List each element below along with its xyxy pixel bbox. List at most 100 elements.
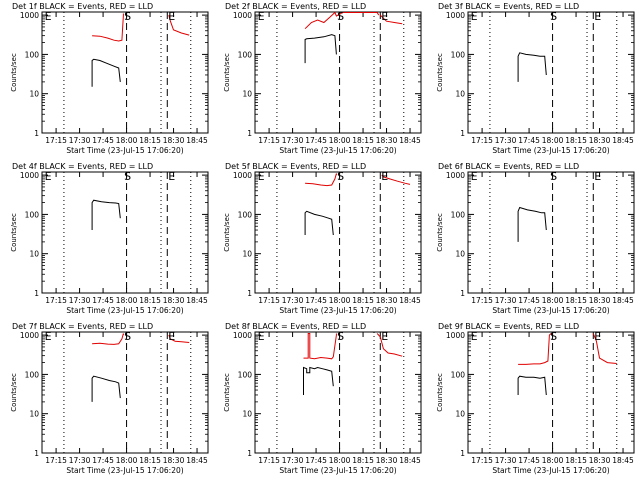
y-axis-title: Counts/sec	[10, 213, 18, 252]
x-tick-label: 17:30	[69, 456, 91, 465]
chart-title: Det 9f BLACK = Events, RED = LLD	[438, 322, 579, 331]
chart-title: Det 5f BLACK = Events, RED = LLD	[225, 162, 366, 171]
phase-marker-s: S	[337, 330, 344, 343]
x-tick-label: 17:45	[305, 136, 327, 145]
x-tick-label: 18:15	[352, 296, 374, 305]
x-axis-title: Start Time (23-Jul-15 17:06:20)	[66, 306, 183, 315]
x-tick-label: 17:15	[45, 456, 67, 465]
x-tick-label: 18:45	[612, 456, 634, 465]
x-tick-label: 18:45	[186, 136, 208, 145]
phase-marker-e: E	[168, 170, 175, 183]
x-tick-label: 18:00	[542, 296, 564, 305]
detector-panel-1: Det 1f BLACK = Events, RED = LLD 1 10 100 10…	[0, 0, 213, 160]
y-tick-label: 1000	[20, 171, 39, 180]
x-tick-label: 18:30	[163, 456, 185, 465]
x-tick-label: 17:15	[45, 296, 67, 305]
phase-marker-e: E	[381, 330, 388, 343]
lld-series-line	[379, 14, 403, 25]
phase-marker-s: S	[550, 10, 557, 23]
phase-marker-e: E	[258, 10, 265, 23]
plot-frame	[41, 171, 209, 294]
lld-series-line	[381, 174, 411, 185]
x-tick-label: 17:30	[69, 136, 91, 145]
detector-panel-9: Det 9f BLACK = Events, RED = LLD 1 10 100 10…	[426, 320, 639, 480]
y-tick-label: 10	[242, 90, 252, 99]
phase-marker-s: S	[337, 10, 344, 23]
y-tick-label: 10	[29, 250, 39, 259]
y-tick-label: 1000	[20, 331, 39, 340]
lld-series-line	[376, 333, 403, 357]
x-tick-label: 17:15	[258, 456, 280, 465]
x-tick-label: 17:30	[495, 136, 517, 145]
y-tick-label: 100	[25, 50, 40, 59]
x-tick-label: 18:30	[589, 136, 611, 145]
x-axis-title: Start Time (23-Jul-15 17:06:20)	[279, 306, 396, 315]
y-tick-label: 1000	[446, 11, 465, 20]
phase-marker-e: E	[45, 170, 52, 183]
phase-marker-e: E	[471, 170, 478, 183]
x-tick-label: 18:30	[376, 136, 398, 145]
phase-marker-e: E	[258, 170, 265, 183]
x-tick-label: 17:45	[92, 456, 114, 465]
x-tick-label: 18:45	[399, 296, 421, 305]
phase-marker-s: S	[124, 10, 131, 23]
lld-series-line	[92, 13, 124, 42]
x-tick-label: 18:15	[139, 456, 161, 465]
detector-panel-2: Det 2f BLACK = Events, RED = LLD 1 10 100 10…	[213, 0, 426, 160]
y-tick-label: 100	[238, 50, 253, 59]
plot-frame	[254, 331, 422, 454]
chart-title: Det 2f BLACK = Events, RED = LLD	[225, 2, 366, 11]
plot-frame	[467, 331, 635, 454]
x-tick-label: 17:45	[92, 296, 114, 305]
y-tick-label: 1000	[446, 171, 465, 180]
x-tick-label: 17:45	[518, 456, 540, 465]
phase-marker-e: E	[381, 10, 388, 23]
x-tick-label: 18:45	[399, 456, 421, 465]
x-tick-label: 17:45	[305, 456, 327, 465]
events-series-line	[517, 206, 547, 242]
panel-chart: Det 3f BLACK = Events, RED = LLD 1 10 100 10…	[436, 2, 635, 155]
y-tick-label: 10	[455, 410, 465, 419]
x-tick-label: 17:30	[495, 296, 517, 305]
x-tick-label: 17:15	[471, 456, 493, 465]
y-axis-title: Counts/sec	[223, 373, 231, 412]
x-tick-label: 18:30	[589, 456, 611, 465]
events-series-line	[304, 34, 337, 64]
y-tick-label: 1	[247, 289, 252, 298]
y-tick-label: 100	[238, 370, 253, 379]
y-tick-label: 10	[455, 250, 465, 259]
events-series-line	[304, 210, 334, 236]
y-tick-label: 10	[242, 410, 252, 419]
x-tick-label: 17:15	[258, 136, 280, 145]
x-tick-label: 18:30	[376, 456, 398, 465]
detector-panel-3: Det 3f BLACK = Events, RED = LLD 1 10 100 10…	[426, 0, 639, 160]
lld-series-line	[592, 333, 617, 364]
events-series-line	[91, 199, 121, 230]
x-tick-label: 17:15	[471, 296, 493, 305]
x-tick-label: 18:45	[186, 456, 208, 465]
x-tick-label: 17:30	[69, 296, 91, 305]
y-tick-label: 10	[455, 90, 465, 99]
x-tick-label: 17:45	[518, 136, 540, 145]
panel-chart: Det 5f BLACK = Events, RED = LLD 1 10 100 10…	[223, 162, 422, 315]
y-tick-label: 100	[25, 210, 40, 219]
events-series-line	[91, 375, 121, 402]
x-tick-label: 17:30	[495, 456, 517, 465]
y-tick-label: 1000	[233, 331, 252, 340]
plot-frame	[467, 171, 635, 294]
x-axis-title: Start Time (23-Jul-15 17:06:20)	[492, 466, 609, 475]
phase-marker-s: S	[550, 330, 557, 343]
x-tick-label: 18:30	[163, 296, 185, 305]
x-tick-label: 18:00	[542, 456, 564, 465]
x-tick-label: 17:15	[258, 296, 280, 305]
x-tick-label: 18:15	[565, 456, 587, 465]
events-series-line	[91, 58, 121, 87]
y-axis-title: Counts/sec	[10, 373, 18, 412]
y-tick-label: 1	[34, 289, 39, 298]
x-tick-label: 17:45	[518, 296, 540, 305]
phase-marker-e: E	[168, 10, 175, 23]
lld-series-line	[168, 14, 190, 36]
chart-title: Det 1f BLACK = Events, RED = LLD	[12, 2, 153, 11]
events-series-line	[517, 52, 547, 82]
